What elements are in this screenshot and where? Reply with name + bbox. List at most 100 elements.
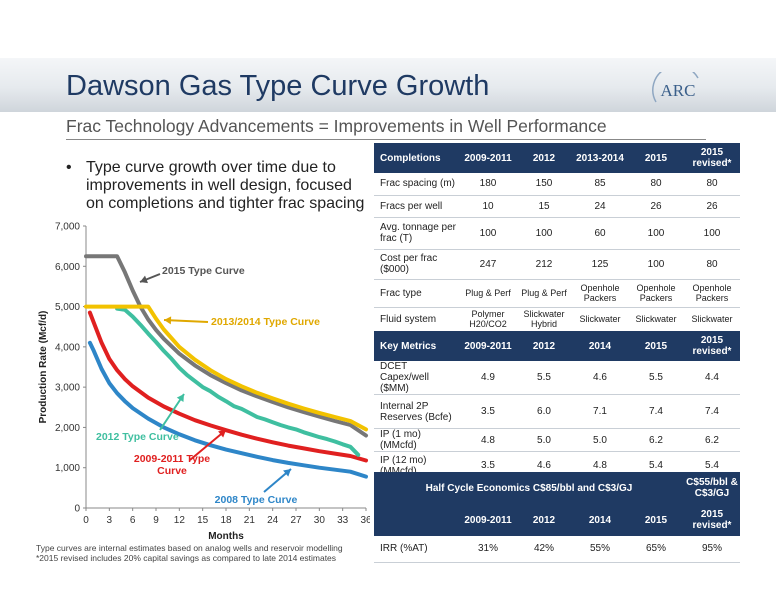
table-row: IP (1 mo) (MMcfd) 4.8 5.0 5.0 6.2 6.2 (374, 428, 740, 452)
table-cell: 26 (628, 195, 684, 218)
annotation-arrowhead (140, 275, 148, 284)
table-row: DCET Capex/well ($MM) 4.9 5.5 4.6 5.5 4.… (374, 361, 740, 395)
header-cell: 2012 (516, 504, 572, 536)
table-row: Frac spacing (m) 180 150 85 80 80 (374, 173, 740, 196)
annotation-label: 2012 Type Curve (96, 431, 179, 443)
table-cell: 31% (460, 536, 516, 563)
table-cell: 24 (572, 195, 628, 218)
header-cell: 2009-2011 (460, 504, 516, 536)
table-cell: 4.6 (572, 361, 628, 395)
table-cell: 26 (684, 195, 740, 218)
table-cell: 55% (572, 536, 628, 563)
table-cell: 80 (684, 249, 740, 280)
table-cell: 80 (684, 173, 740, 196)
metrics-header-row: Key Metrics 2009-2011 2012 2014 2015 201… (374, 331, 740, 361)
annotation-arrowhead (283, 469, 291, 477)
x-axis-label: Months (208, 531, 244, 542)
row-label: Frac spacing (m) (374, 173, 460, 196)
table-cell: 15 (516, 195, 572, 218)
x-tick-label: 30 (314, 515, 326, 526)
key-metrics-table: Key Metrics 2009-2011 2012 2014 2015 201… (374, 331, 740, 480)
table-row: Internal 2P Reserves (Bcfe) 3.5 6.0 7.1 … (374, 394, 740, 429)
table-cell: 150 (516, 173, 572, 196)
annotation-label: 2013/2014 Type Curve (211, 316, 320, 328)
economics-title-row: Half Cycle Economics C$85/bbl and C$3/GJ… (374, 472, 740, 504)
table-row: Fracs per well 10 15 24 26 26 (374, 195, 740, 218)
table-cell: Openhole Packers (684, 279, 740, 308)
row-label: IRR (%AT) (374, 536, 460, 563)
table-cell: 4.4 (684, 361, 740, 395)
annotation-arrow (189, 429, 227, 461)
table-cell: 95% (684, 536, 740, 563)
table-cell: 7.4 (628, 394, 684, 429)
x-tick-label: 15 (197, 515, 209, 526)
annotation-arrow (159, 393, 185, 431)
table-cell: 6.0 (516, 394, 572, 429)
row-label: Frac type (374, 279, 460, 308)
annotation-label: 2008 Type Curve (215, 494, 298, 506)
y-tick-label: 0 (74, 504, 80, 515)
table-cell: 6.2 (628, 428, 684, 452)
table-cell: Slickwater (684, 307, 740, 332)
table-cell: Slickwater (572, 307, 628, 332)
y-tick-label: 4,000 (55, 342, 80, 353)
table-cell: 80 (628, 173, 684, 196)
table-row: IRR (%AT) 31% 42% 55% 65% 95% (374, 536, 740, 563)
table-cell: 42% (516, 536, 572, 563)
table-cell: 5.5 (628, 361, 684, 395)
page-subtitle: Frac Technology Advancements = Improveme… (66, 116, 607, 136)
footnote-line-2: *2015 revised includes 20% capital savin… (36, 553, 337, 563)
table-cell: 180 (460, 173, 516, 196)
bullet-dot-icon: • (66, 159, 72, 176)
economics-header-row: 2009-2011 2012 2014 2015 2015 revised* (374, 504, 740, 536)
header-cell: 2013-2014 (572, 143, 628, 173)
table-cell: 5.5 (516, 361, 572, 395)
title-banner (0, 58, 776, 112)
completions-table: Completions 2009-2011 2012 2013-2014 201… (374, 143, 740, 332)
header-cell: 2015 revised* (684, 331, 740, 361)
x-tick-label: 27 (290, 515, 302, 526)
y-tick-label: 7,000 (55, 222, 80, 233)
annotation-arrowhead (218, 430, 226, 438)
table-cell: 4.9 (460, 361, 516, 395)
header-cell: 2012 (516, 331, 572, 361)
header-cell: 2009-2011 (460, 331, 516, 361)
row-label: Cost per frac ($000) (374, 249, 460, 280)
bullet-point: • Type curve growth over time due to imp… (66, 159, 366, 213)
table-cell: 5.0 (572, 428, 628, 452)
table-cell: Slickwater Hybrid (516, 307, 572, 332)
table-cell: 100 (628, 217, 684, 250)
header-cell (374, 504, 460, 536)
y-tick-label: 6,000 (55, 262, 80, 273)
header-cell: 2014 (572, 504, 628, 536)
x-tick-label: 21 (244, 515, 256, 526)
series-line-0 (84, 254, 368, 438)
table-row: Fluid system Polymer H20/CO2 Slickwater … (374, 307, 740, 332)
x-tick-label: 12 (174, 515, 186, 526)
table-cell: Polymer H20/CO2 (460, 307, 516, 332)
bullet-text: Type curve growth over time due to impro… (86, 159, 365, 212)
x-tick-label: 9 (153, 515, 159, 526)
annotation-arrow (163, 319, 209, 323)
table-cell: 7.1 (572, 394, 628, 429)
table-cell: 4.8 (460, 428, 516, 452)
table-cell: 85 (572, 173, 628, 196)
row-label: Internal 2P Reserves (Bcfe) (374, 394, 460, 429)
header-cell: 2015 (628, 331, 684, 361)
series-line-3 (87, 310, 368, 463)
table-cell: 3.5 (460, 394, 516, 429)
header-cell: Completions (374, 143, 460, 173)
table-cell: 125 (572, 249, 628, 280)
y-tick-label: 5,000 (55, 302, 80, 313)
header-cell: 2014 (572, 331, 628, 361)
header-cell: 2009-2011 (460, 143, 516, 173)
economics-table: Half Cycle Economics C$85/bbl and C$3/GJ… (374, 472, 740, 563)
row-label: Fluid system (374, 307, 460, 332)
annotation-label: 2015 Type Curve (162, 265, 245, 277)
header-cell: Key Metrics (374, 331, 460, 361)
table-row: Avg. tonnage per frac (T) 100 100 60 100… (374, 217, 740, 250)
table-row: Frac type Plug & Perf Plug & Perf Openho… (374, 279, 740, 308)
completions-header-row: Completions 2009-2011 2012 2013-2014 201… (374, 143, 740, 173)
header-cell: 2015 (628, 504, 684, 536)
series-line-1 (84, 304, 368, 432)
